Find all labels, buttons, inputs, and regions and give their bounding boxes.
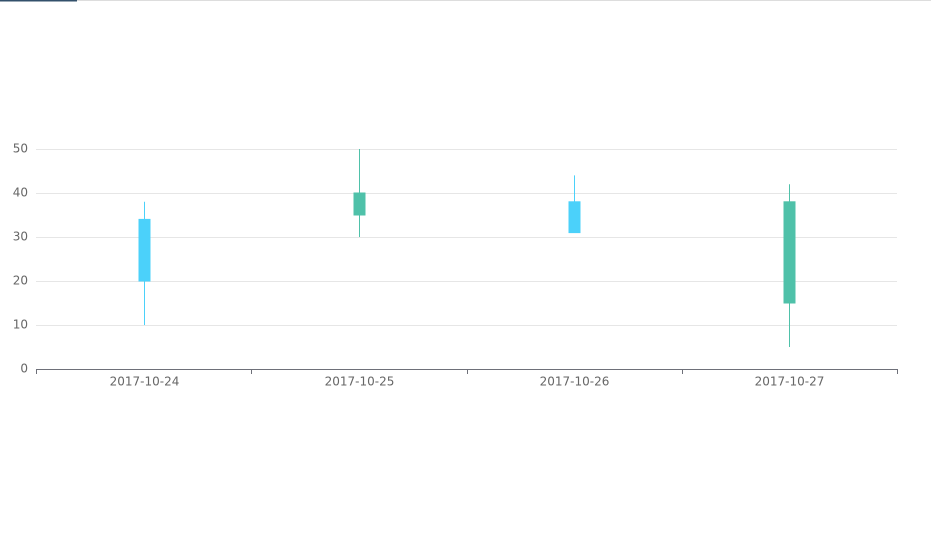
candle-body: [568, 201, 581, 234]
x-tick-label: 2017-10-25: [325, 375, 395, 389]
y-tick-label: 50: [13, 142, 28, 156]
y-tick-label: 40: [13, 186, 28, 200]
candle-body: [783, 201, 796, 304]
y-tick-label: 10: [13, 318, 28, 332]
y-tick-label: 20: [13, 274, 28, 288]
x-tick-label: 2017-10-26: [540, 375, 610, 389]
candle-body: [138, 218, 151, 282]
x-tick-label: 2017-10-27: [755, 375, 825, 389]
x-tick-label: 2017-10-24: [110, 375, 180, 389]
y-tick-label: 30: [13, 230, 28, 244]
candle-body: [353, 192, 366, 216]
y-tick-label: 0: [20, 362, 28, 376]
